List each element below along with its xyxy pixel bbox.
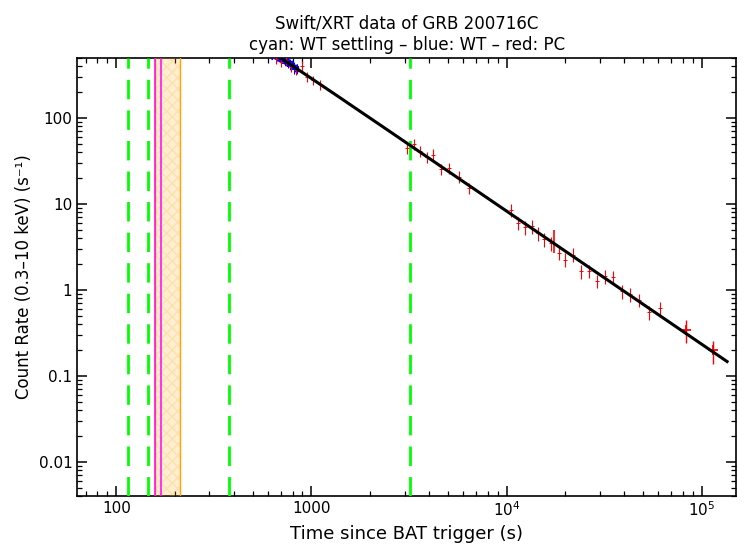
Y-axis label: Count Rate (0.3–10 keV) (s⁻¹): Count Rate (0.3–10 keV) (s⁻¹) bbox=[15, 155, 33, 400]
X-axis label: Time since BAT trigger (s): Time since BAT trigger (s) bbox=[290, 525, 523, 543]
Title: Swift/XRT data of GRB 200716C
cyan: WT settling – blue: WT – red: PC: Swift/XRT data of GRB 200716C cyan: WT s… bbox=[249, 15, 565, 54]
Bar bbox=[155, 58, 180, 496]
